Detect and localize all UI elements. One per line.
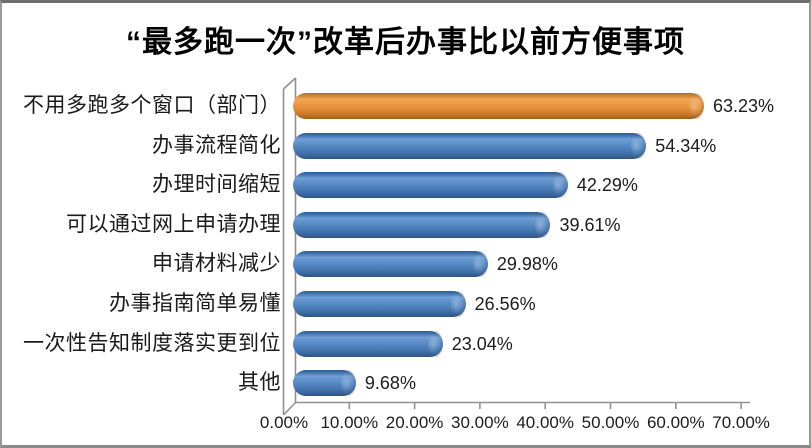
x-tick-label: 60.00% [646, 413, 705, 432]
bar [293, 93, 704, 119]
bar-end-cap [535, 211, 551, 238]
data-label: 29.98% [496, 254, 558, 275]
data-label: 9.68% [364, 373, 416, 394]
floor-front-edge [282, 401, 297, 416]
chart-title: “最多跑一次”改革后办事比以前方便事项 [126, 26, 685, 59]
data-label: 26.56% [474, 294, 536, 314]
bar [293, 211, 551, 238]
axis-frame [282, 77, 750, 416]
bar [293, 291, 466, 317]
x-axis-ticks [348, 402, 742, 409]
x-tick-label: 40.00% [516, 413, 575, 432]
category-label: 一次性告知制度落实更到位 [23, 331, 281, 355]
wall-top-edge [282, 77, 297, 90]
data-label: 63.23% [712, 96, 775, 116]
x-tick-label: 30.00% [451, 413, 509, 432]
bar-end-cap [340, 370, 356, 397]
category-label: 其他 [238, 371, 281, 395]
bar-end-cap [552, 172, 568, 199]
x-tick-label: 0.00% [259, 413, 309, 432]
bar-end-cap [427, 330, 443, 357]
bar-end-cap [631, 132, 647, 159]
category-label: 可以通过网上申请办理 [66, 212, 281, 236]
data-label: 54.34% [655, 135, 717, 156]
bar-end-cap [688, 93, 704, 119]
category-label: 办理时间缩短 [152, 173, 281, 197]
bar [293, 172, 568, 199]
x-tick-label: 10.00% [320, 413, 379, 432]
x-tick-label: 50.00% [581, 413, 640, 432]
data-label: 42.29% [576, 175, 638, 196]
category-label: 办事指南简单易懂 [109, 292, 281, 315]
data-label: 23.04% [451, 333, 513, 354]
bar [293, 251, 488, 278]
x-tick-label: 20.00% [385, 413, 444, 432]
bar-end-cap [450, 291, 466, 317]
bar [293, 370, 356, 397]
data-label: 39.61% [559, 214, 621, 235]
x-tick-label: 70.00% [712, 413, 770, 432]
bar [293, 330, 443, 357]
category-label: 不用多跑多个窗口（部门） [23, 94, 281, 117]
category-label: 办事流程简化 [152, 133, 281, 157]
bar [293, 132, 647, 159]
category-label: 申请材料减少 [152, 252, 281, 276]
bar-end-cap [472, 251, 488, 278]
